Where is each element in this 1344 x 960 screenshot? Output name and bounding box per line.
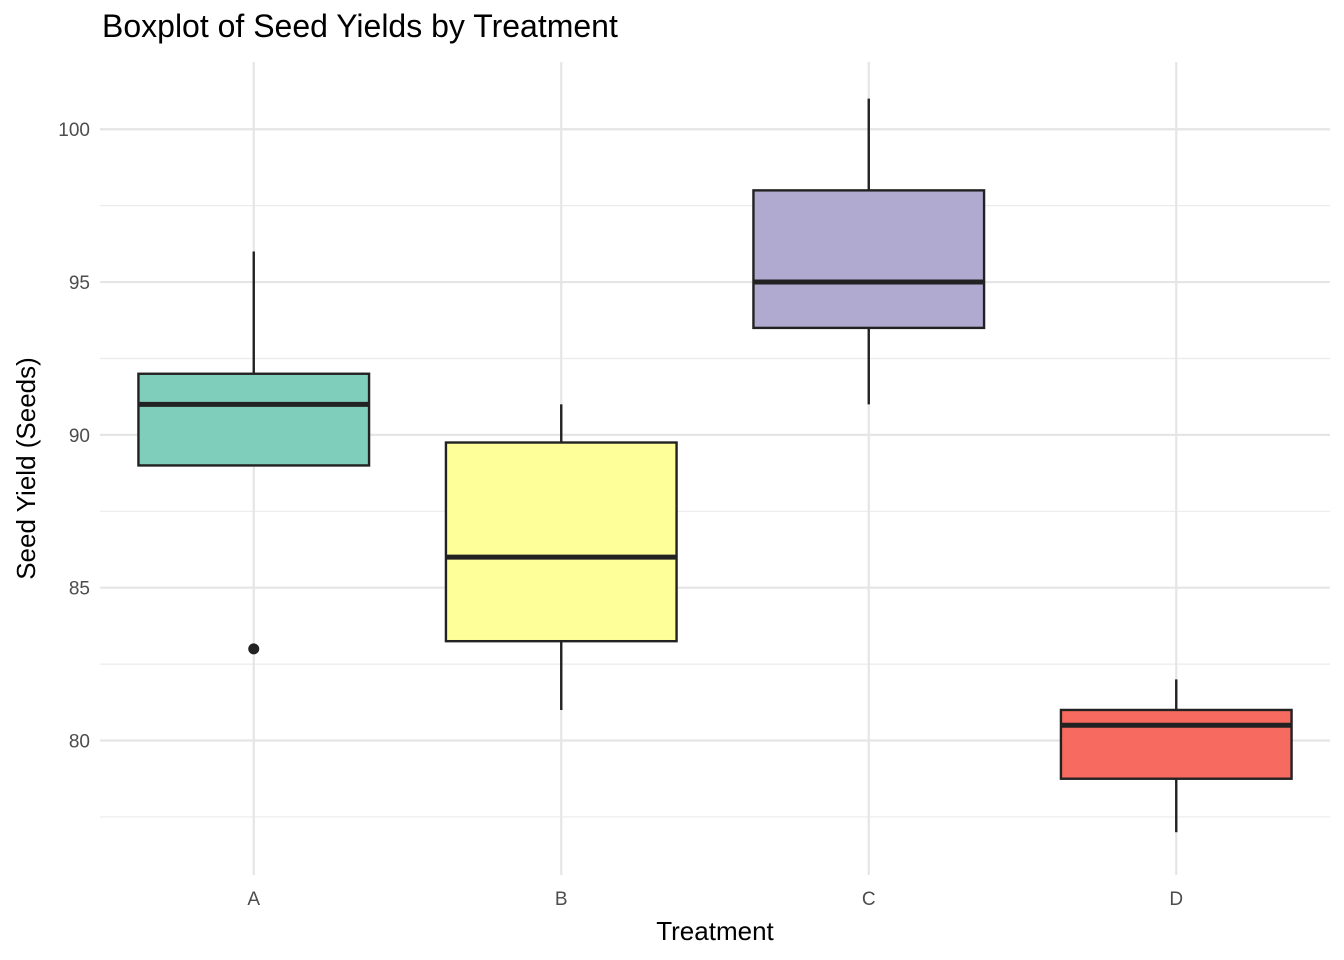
box-body [137,372,371,467]
chart-title: Boxplot of Seed Yields by Treatment [102,8,618,44]
x-axis-title: Treatment [656,916,774,946]
y-tick-label: 80 [69,732,90,753]
box-D [1059,679,1293,833]
y-tick-label: 100 [58,120,90,141]
x-tick-label: A [247,889,260,910]
x-tick-label: C [862,889,876,910]
tick-labels: 80 85 90 95 100 A B C D [58,120,1183,910]
outlier-point [248,643,260,655]
y-tick-label: 95 [69,273,90,294]
box-body [752,189,986,330]
y-tick-label: 90 [69,426,90,447]
box-A [137,251,371,655]
box-B [444,404,678,710]
box-body [444,441,678,643]
x-tick-label: D [1169,889,1183,910]
boxplot-marks [137,98,1293,833]
y-tick-label: 85 [69,579,90,600]
x-tick-label: B [555,889,568,910]
box-body [1059,708,1293,780]
y-axis-title: Seed Yield (Seeds) [11,357,41,580]
box-C [752,98,986,405]
